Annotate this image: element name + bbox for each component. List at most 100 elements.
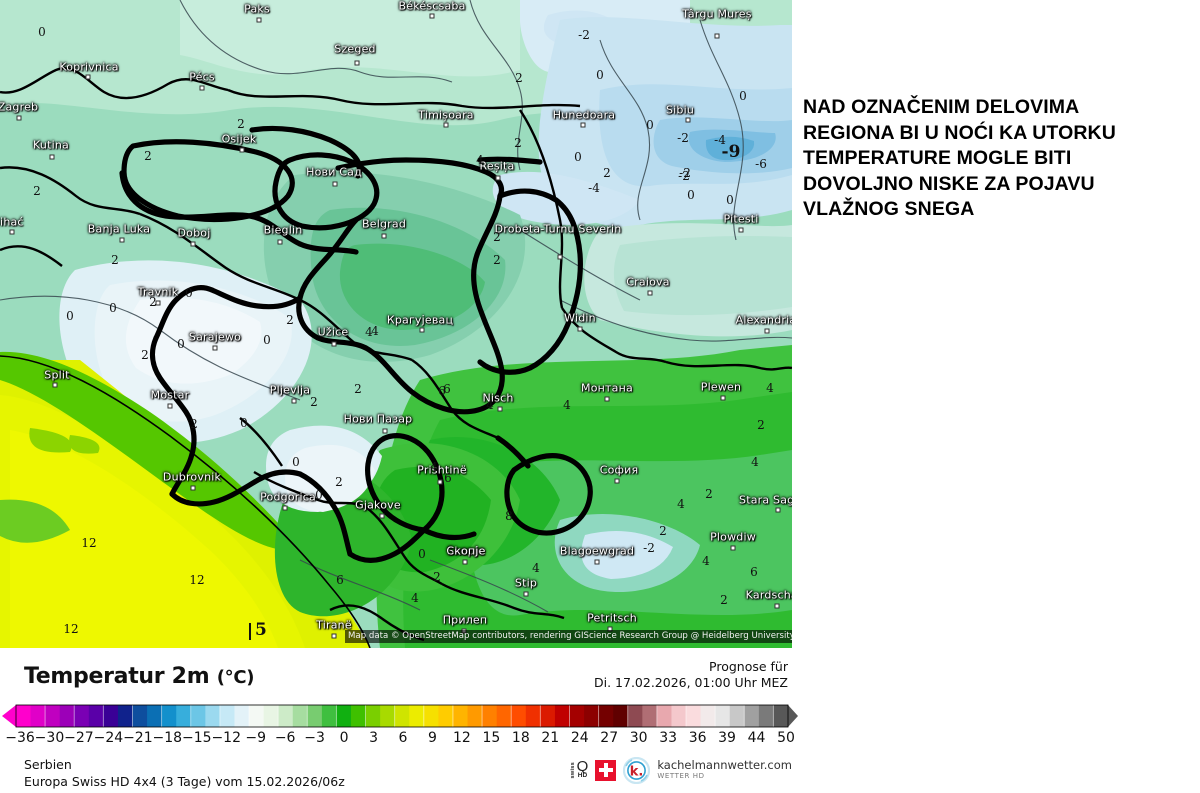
scale-tick: 3 xyxy=(369,730,378,746)
scale-tick: −30 xyxy=(34,730,65,746)
kachelmann-wordmark: kachelmannwetter.com WETTER HD xyxy=(657,757,792,781)
city-marker xyxy=(443,122,449,128)
legend-unit: (°C) xyxy=(216,667,255,688)
city-marker xyxy=(382,428,388,434)
model-run: Europa Swiss HD 4x4 (3 Tage) vom 15.02.2… xyxy=(24,774,345,789)
map-raster xyxy=(0,0,792,648)
map-attribution: Map data © OpenStreetMap contributors, r… xyxy=(345,630,792,643)
brand-logos[interactable]: swiss Q HD k. kachelmannwetter.com WETT xyxy=(570,755,792,785)
scale-tick: 18 xyxy=(511,730,530,746)
weather-map[interactable]: Paks Békéscsaba Târgu Mureș Szeged Koprivnic… xyxy=(0,0,792,648)
city-marker xyxy=(381,233,387,239)
swiss-hd-text: HD xyxy=(577,772,588,780)
city-marker xyxy=(291,398,297,404)
legend-title: Temperatur 2m (°C) xyxy=(24,664,254,689)
city-marker xyxy=(497,406,503,412)
scale-tick: −9 xyxy=(245,730,267,746)
scale-label: 5 xyxy=(255,620,267,640)
city-marker xyxy=(604,396,610,402)
city-marker xyxy=(119,237,125,243)
city-marker xyxy=(523,591,529,597)
color-scale-bar xyxy=(0,702,800,730)
legend-title-text: Temperatur 2m xyxy=(24,664,210,689)
scale-tick: 24 xyxy=(570,730,589,746)
kachelmann-k-icon: k. xyxy=(623,756,651,784)
city-marker xyxy=(437,479,443,485)
city-marker xyxy=(167,403,173,409)
scale-tick: 39 xyxy=(718,730,736,746)
scale-tick: 30 xyxy=(629,730,648,746)
model-info: Serbien Europa Swiss HD 4x4 (3 Tage) vom… xyxy=(24,756,345,790)
scale-tick: −3 xyxy=(304,730,325,746)
city-marker xyxy=(429,13,435,19)
scale-tick: 27 xyxy=(600,730,619,746)
swiss-logo-vertical-text: swiss xyxy=(569,761,576,779)
region-name: Serbien xyxy=(24,757,72,772)
city-marker xyxy=(212,345,218,351)
city-marker xyxy=(419,327,425,333)
scale-tick: 33 xyxy=(659,730,678,746)
city-marker xyxy=(85,74,91,80)
legend-panel: Temperatur 2m (°C) Prognose für Di. 17.0… xyxy=(0,648,800,793)
city-marker xyxy=(52,382,58,388)
city-marker xyxy=(331,341,337,347)
scale-tick: 15 xyxy=(482,730,501,746)
city-marker xyxy=(764,328,770,334)
city-marker xyxy=(775,507,781,513)
city-marker xyxy=(331,633,337,639)
city-marker xyxy=(282,505,288,511)
scale-tick: 36 xyxy=(688,730,707,746)
city-marker xyxy=(49,154,55,160)
annotation-line-2: REGIONA BI U NOĆI KA UTORKU xyxy=(803,121,1116,144)
scale-tick: 9 xyxy=(427,730,437,746)
annotation-line-3: TEMPERATURE MOGLE BITI xyxy=(803,147,1072,169)
city-marker xyxy=(685,117,691,123)
annotation-line-1: NAD OZNAČENIM DELOVIMA xyxy=(803,96,1080,118)
city-marker xyxy=(239,147,245,153)
city-marker xyxy=(738,227,744,233)
scale-tick: 44 xyxy=(747,730,766,746)
forecast-time: Di. 17.02.2026, 01:00 Uhr MEZ xyxy=(594,675,788,690)
city-marker xyxy=(379,513,385,519)
map-scale-bar: 5 xyxy=(249,620,267,640)
scale-tick: 6 xyxy=(398,730,408,746)
color-scale-ticks: −36 −30 −27 −24 −21 −18 −15 −12 −9 −6 −3 0 3 6 9 12 15 18… xyxy=(0,730,800,750)
scale-tick: 21 xyxy=(541,730,560,746)
city-marker xyxy=(9,229,15,235)
city-marker xyxy=(277,239,283,245)
scale-tick: 0 xyxy=(339,730,349,746)
city-marker xyxy=(580,122,586,128)
city-marker xyxy=(774,603,780,609)
scale-tick: −21 xyxy=(123,730,153,746)
forecast-label: Prognose für xyxy=(709,659,788,674)
annotation-line-5: VLAŽNOG SNEGA xyxy=(803,198,975,220)
city-marker xyxy=(332,181,338,187)
city-marker xyxy=(199,85,205,91)
annotation-line-4: DOVOLJNO NISKE ZA POJAVU xyxy=(803,172,1095,195)
forecast-info: Prognose für Di. 17.02.2026, 01:00 Uhr M… xyxy=(594,659,788,691)
city-marker xyxy=(495,175,501,181)
city-marker xyxy=(16,115,22,121)
city-marker xyxy=(730,545,736,551)
kachelmann-domain: kachelmannwetter.com xyxy=(657,757,792,772)
city-marker xyxy=(190,241,196,247)
scale-tick: −24 xyxy=(93,730,124,746)
scale-tick: 50 xyxy=(777,730,795,746)
scale-tick: −15 xyxy=(181,730,212,746)
swiss-hd-logo: swiss Q HD xyxy=(569,759,589,780)
city-marker xyxy=(594,559,600,565)
city-marker xyxy=(647,290,653,296)
city-marker xyxy=(462,559,468,565)
scale-tick: −36 xyxy=(5,730,35,746)
city-marker xyxy=(190,485,196,491)
city-marker xyxy=(354,60,360,66)
scale-tick: −27 xyxy=(64,730,94,746)
scale-tick: 12 xyxy=(453,730,471,746)
city-marker xyxy=(614,478,620,484)
scale-tick: −6 xyxy=(274,730,296,746)
svg-text:k.: k. xyxy=(630,764,644,779)
scale-tick: −18 xyxy=(152,730,183,746)
city-marker xyxy=(577,326,583,332)
city-marker xyxy=(714,33,720,39)
